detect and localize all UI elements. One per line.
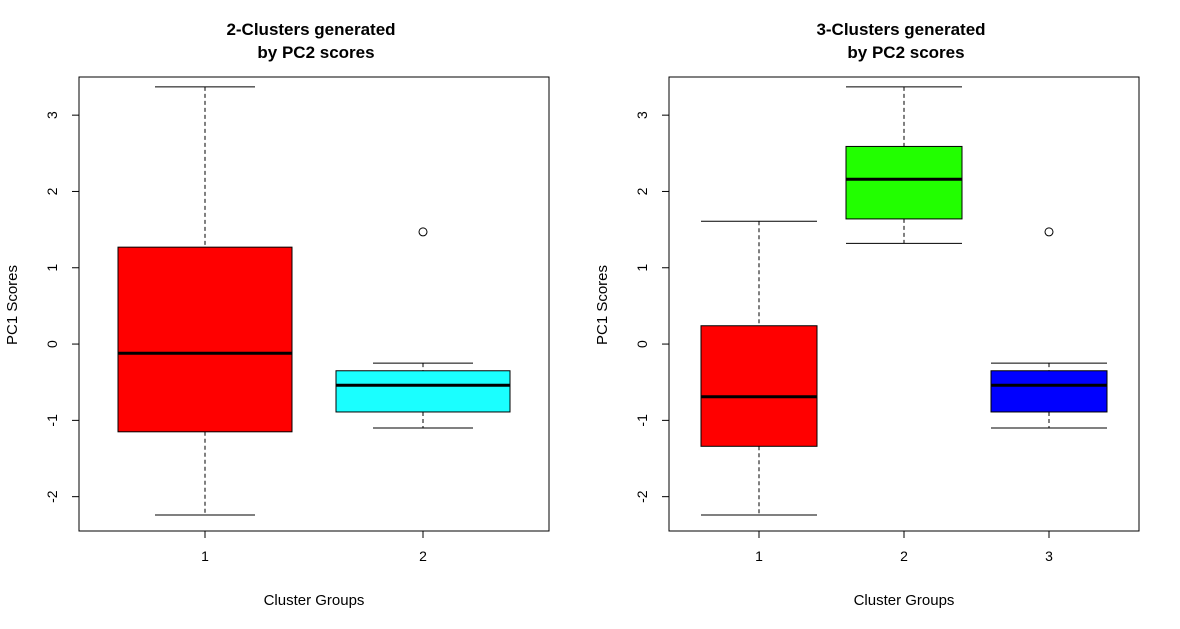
y-tick-label: -2	[634, 490, 650, 503]
x-tick-label: 2	[419, 548, 427, 564]
box-cluster-3	[990, 227, 1108, 429]
box-iqr	[335, 370, 511, 413]
box-cluster-1	[700, 220, 818, 516]
x-axis-label: Cluster Groups	[854, 592, 955, 609]
chart-title-line-1: 2-Clusters generated	[226, 20, 395, 39]
boxplot-panel-2-clusters: 2-Clusters generated by PC2 scores Clust…	[4, 20, 550, 609]
y-tick-label: -1	[44, 414, 60, 427]
y-axis-label: PC1 Scores	[4, 265, 21, 345]
y-axis: -2 -1 0 1 2 3	[634, 111, 670, 503]
chart-title-line-2: by PC2 scores	[257, 43, 374, 62]
y-tick-label: 3	[634, 111, 650, 119]
y-axis-label: PC1 Scores	[594, 265, 611, 345]
y-tick-label: 1	[44, 264, 60, 272]
x-tick-label: 2	[900, 548, 908, 564]
chart-title-line-1: 3-Clusters generated	[816, 20, 985, 39]
box-iqr	[700, 325, 818, 447]
box-iqr	[845, 145, 963, 220]
boxplot-panel-3-clusters: 3-Clusters generated by PC2 scores Clust…	[594, 20, 1140, 609]
y-tick-label: 0	[44, 340, 60, 348]
y-axis: -2 -1 0 1 2 3	[44, 111, 80, 503]
x-tick-label: 1	[201, 548, 209, 564]
box-iqr	[117, 246, 293, 433]
outlier-point	[1044, 227, 1054, 237]
y-tick-label: 1	[634, 264, 650, 272]
y-tick-label: 2	[44, 187, 60, 195]
y-tick-label: 3	[44, 111, 60, 119]
box-marks	[700, 86, 1108, 516]
y-tick-label: 2	[634, 187, 650, 195]
y-tick-label: 0	[634, 340, 650, 348]
x-axis: 1 2 3	[755, 530, 1053, 564]
y-tick-label: -1	[634, 414, 650, 427]
box-cluster-2	[335, 227, 511, 429]
box-cluster-2	[845, 86, 963, 244]
x-axis-label: Cluster Groups	[264, 592, 365, 609]
outlier-point	[418, 227, 428, 237]
x-tick-label: 3	[1045, 548, 1053, 564]
box-cluster-1	[117, 86, 293, 516]
y-tick-label: -2	[44, 490, 60, 503]
box-marks	[117, 86, 511, 516]
x-tick-label: 1	[755, 548, 763, 564]
chart-title-line-2: by PC2 scores	[847, 43, 964, 62]
box-iqr	[990, 370, 1108, 413]
